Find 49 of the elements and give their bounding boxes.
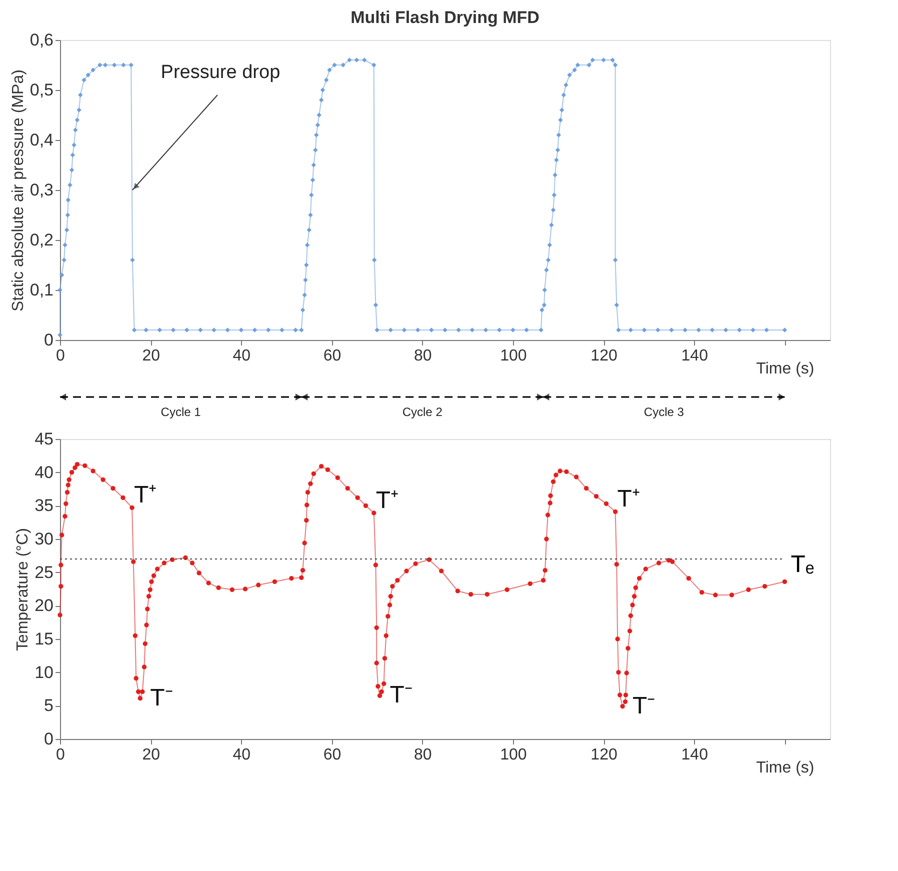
x-tick-label: 80 [414, 348, 432, 364]
y-tick-label: 35 [34, 496, 54, 516]
y-tick-label: 10 [34, 662, 54, 682]
y-tick-label: 25 [34, 562, 54, 582]
y-tick-label: 0 [44, 730, 54, 748]
y-axis-title: Temperature (°C) [14, 528, 32, 651]
x-tick-label: 80 [414, 746, 432, 764]
x-tick-label: 140 [681, 746, 708, 764]
y-tick-label: 0 [44, 330, 54, 350]
y-tick-label: 15 [34, 630, 54, 648]
text: Cycle 2 [402, 405, 443, 419]
y-tick-label: 0,1 [30, 280, 54, 300]
annotation: T⁻ [150, 684, 173, 712]
y-tick-label: 40 [34, 462, 54, 482]
y-tick-label: 0,6 [30, 30, 54, 50]
x-tick-label: 0 [56, 746, 66, 764]
x-tick-label: 60 [323, 348, 342, 364]
x-tick-label: 0 [56, 348, 66, 364]
x-tick-label: 40 [232, 746, 251, 764]
y-tick-label: 0,2 [30, 230, 54, 250]
y-tick-label: 5 [44, 696, 54, 716]
x-tick-label: 20 [142, 348, 160, 364]
x-tick-label: 140 [681, 348, 708, 364]
y-axis-title: Static absolute air pressure (MPa) [10, 70, 27, 312]
x-axis-title: Time (s) [756, 760, 814, 776]
x-axis-title: Time (s) [756, 360, 814, 378]
text: Cycle 1 [160, 405, 202, 419]
y-tick-label: 45 [34, 430, 54, 448]
y-tick-label: 0,4 [30, 130, 54, 150]
text: Cycle 3 [644, 405, 684, 419]
x-tick-label: 100 [500, 746, 527, 764]
annotation: Pressure drop [160, 62, 280, 83]
y-tick-label: 0,3 [30, 180, 54, 200]
annotation: T⁺ [134, 482, 157, 509]
y-tick-label: 0,5 [30, 80, 54, 100]
annotation: T⁻ [390, 682, 412, 709]
x-tick-label: 120 [590, 746, 618, 764]
annotation: T⁺ [617, 486, 640, 513]
x-tick-label: 60 [323, 746, 342, 764]
y-tick-label: 30 [34, 530, 54, 548]
annotation: T⁻ [632, 692, 656, 720]
x-tick-label: 20 [142, 746, 160, 764]
x-tick-label: 40 [232, 348, 251, 364]
chart-title: Multi Flash Drying MFD [350, 8, 540, 27]
x-tick-label: 120 [590, 348, 618, 364]
x-tick-label: 100 [500, 348, 527, 364]
annotation: T⁺ [376, 487, 399, 514]
ref-line-label: Tₑ [790, 551, 814, 578]
y-tick-label: 20 [34, 596, 54, 616]
